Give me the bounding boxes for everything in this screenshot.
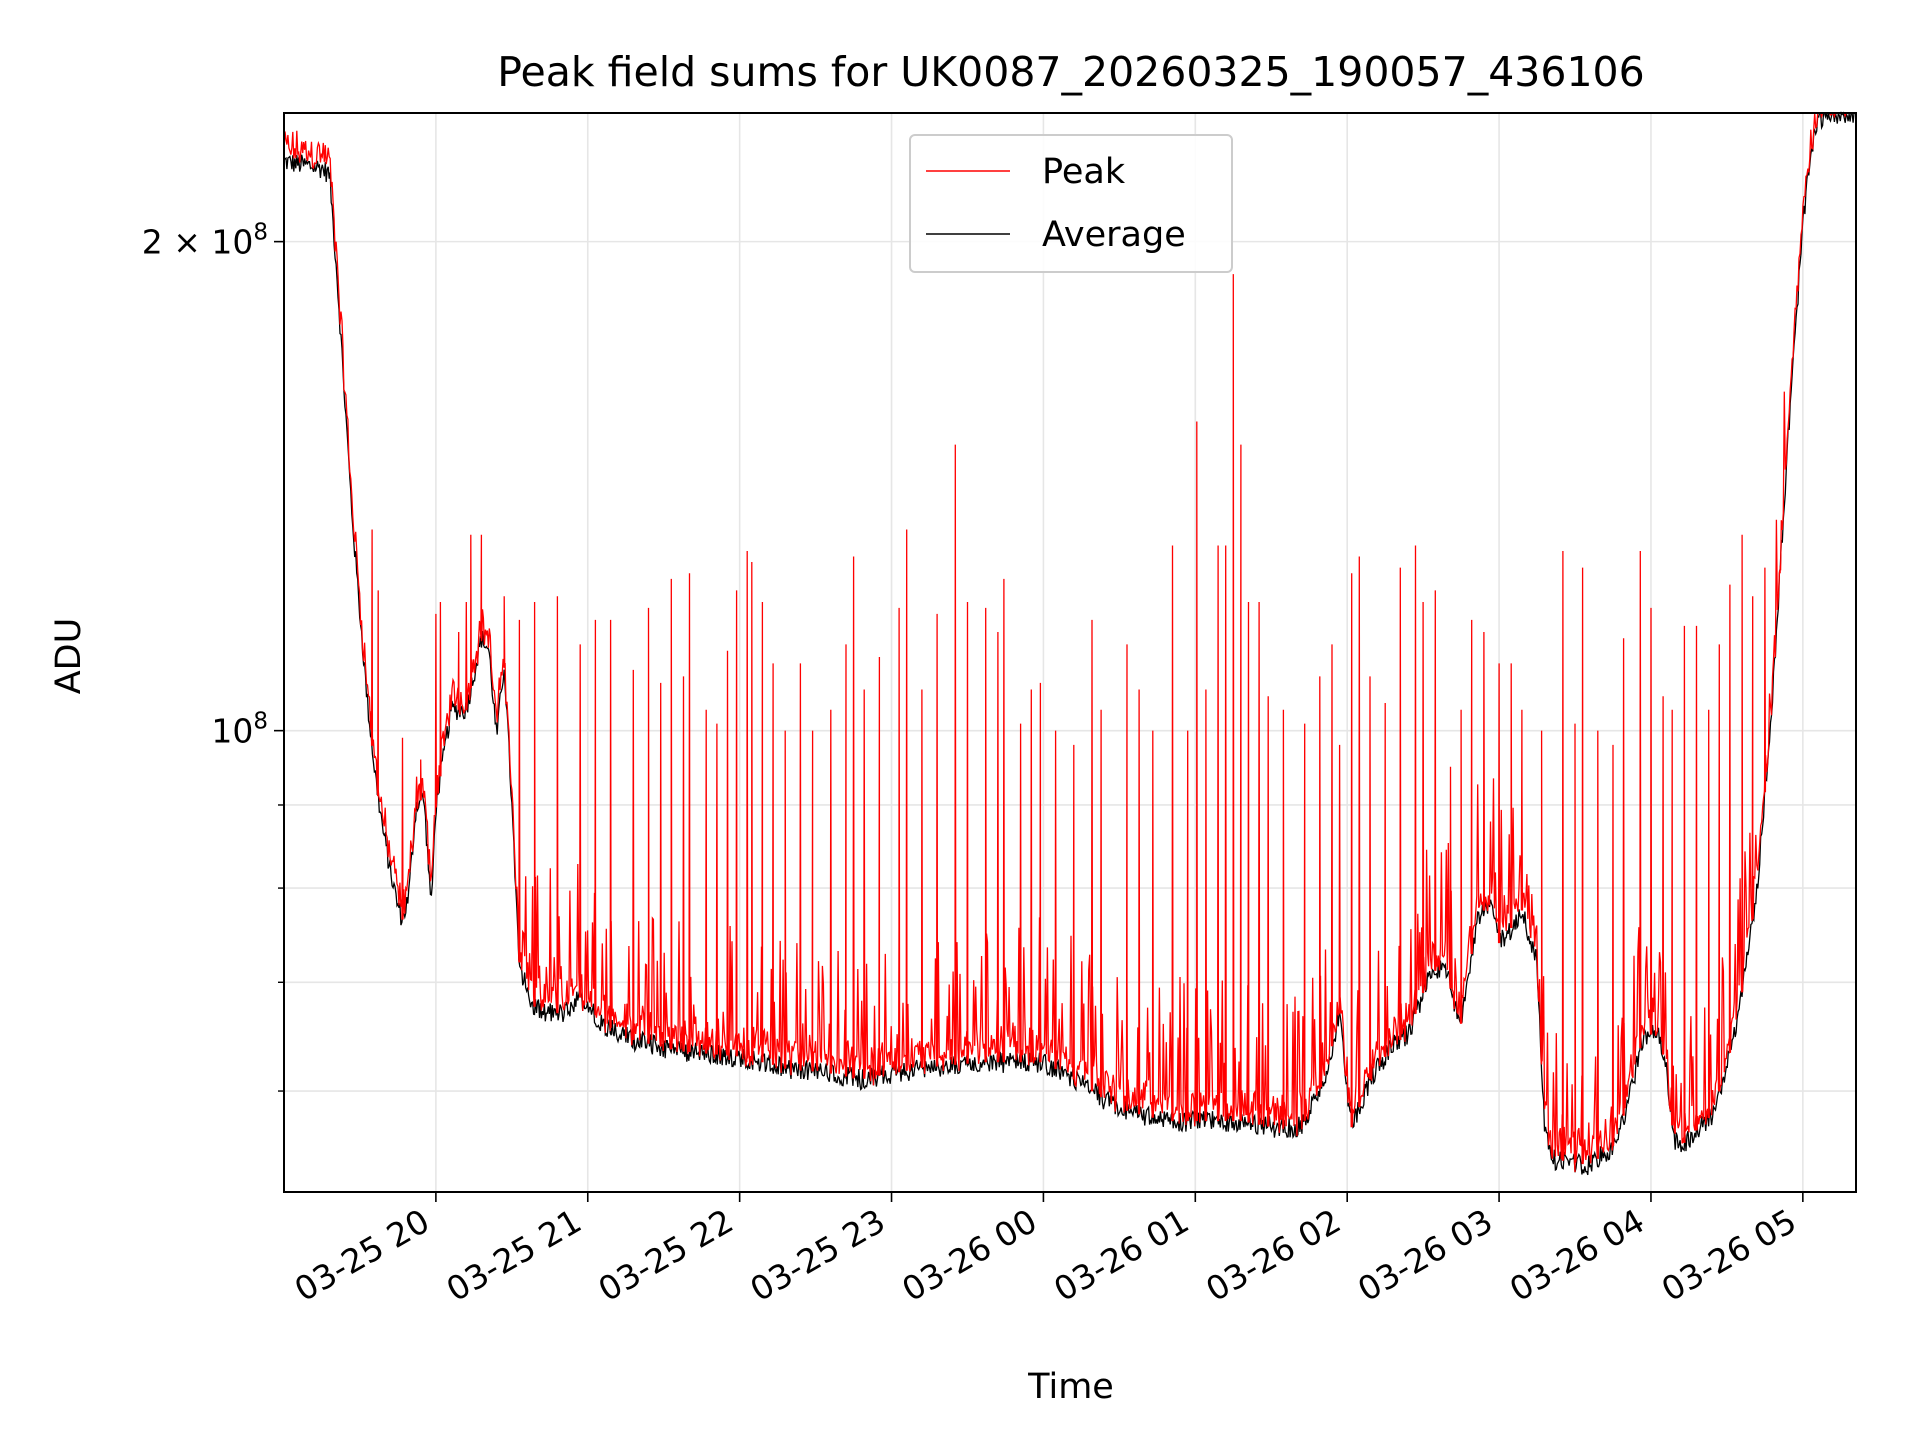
chart-title: Peak field sums for UK0087_20260325_1900… — [497, 48, 1644, 96]
legend-peak-label: Peak — [1042, 152, 1126, 192]
y-tick-label: 2 × 108 — [142, 220, 268, 262]
legend-box — [909, 134, 1233, 273]
average-line — [283, 111, 1856, 1176]
grid — [284, 113, 1856, 1192]
x-axis-label: Time — [1027, 1367, 1114, 1407]
legend: Peak Average — [909, 134, 1233, 273]
peak-line — [283, 112, 1856, 1173]
y-axis-label: ADU — [49, 618, 89, 695]
peak-series — [283, 112, 1856, 1173]
average-series — [283, 111, 1856, 1176]
plot-frame — [283, 112, 1857, 1193]
legend-average-label: Average — [1042, 215, 1186, 255]
y-tick-label: 108 — [211, 709, 268, 751]
